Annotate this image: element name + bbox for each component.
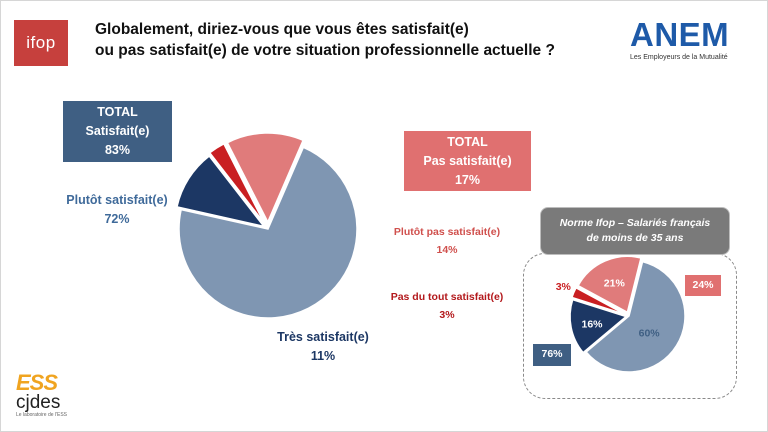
- norm-total-unsatisfied: 24%: [685, 275, 721, 296]
- label-pas-du-tout-value: 3%: [439, 309, 455, 321]
- ess-logo-text: ESS: [16, 370, 58, 395]
- anem-logo-text: ANEM: [630, 16, 730, 53]
- norm-header: Norme Ifop – Salariés français de moins …: [540, 207, 730, 255]
- total-unsatisfied-title: TOTAL: [447, 135, 488, 149]
- label-plutot-pas-text: Plutôt pas satisfait(e): [393, 226, 501, 238]
- norm-total-satisfied: 76%: [533, 344, 571, 366]
- norm-pie: 60% 16% 3% 21%: [556, 255, 686, 373]
- total-satisfied-label: Satisfait(e): [85, 124, 150, 138]
- slice-plutot-satisfait: [585, 260, 686, 373]
- total-satisfied-value: 83%: [104, 143, 131, 157]
- ifop-logo: ifop: [14, 20, 68, 66]
- main-pie: [176, 132, 358, 319]
- total-unsatisfied-box: TOTAL Pas satisfait(e) 17%: [404, 131, 531, 191]
- cjdes-tagline: Le laboratoire de l'ESS: [16, 412, 67, 418]
- total-unsatisfied-value: 17%: [454, 173, 481, 187]
- total-satisfied-box: TOTAL Satisfait(e) 83%: [63, 101, 172, 162]
- slice-plutot-pas: [226, 132, 305, 224]
- slice-tres-satisfait: [176, 154, 266, 228]
- norm-title-line-2: de moins de 35 ans: [586, 232, 684, 244]
- label-pas-du-tout: Pas du tout satisfait(e) 3%: [372, 288, 522, 324]
- title-line-1: Globalement, diriez-vous que vous êtes s…: [95, 21, 469, 38]
- slice-plutot-pas-value-label: 21%: [604, 278, 626, 290]
- label-tres-satisfait-text: Très satisfait(e): [277, 330, 369, 344]
- slice-plutot-pas: [577, 255, 642, 314]
- slice-pas-du-tout: [208, 142, 265, 224]
- anem-logo-subtitle: Les Employeurs de la Mutualité: [630, 54, 728, 61]
- label-plutot-satisfait-text: Plutôt satisfait(e): [66, 193, 168, 207]
- norm-title-line-1: Norme Ifop – Salariés français: [559, 217, 711, 229]
- slice-tres-satisfait: [569, 298, 628, 354]
- label-plutot-satisfait-value: 72%: [104, 212, 130, 226]
- anem-logo: ANEM Les Employeurs de la Mutualité: [630, 18, 748, 70]
- label-tres-satisfait-value: 11%: [310, 349, 336, 363]
- title-line-2: ou pas satisfait(e) de votre situation p…: [95, 42, 555, 59]
- label-plutot-pas: Plutôt pas satisfait(e) 14%: [372, 223, 522, 259]
- total-unsatisfied-label: Pas satisfait(e): [423, 154, 512, 168]
- slice-plutot-satisfait: [178, 146, 358, 319]
- slice-pas-du-tout: [570, 286, 626, 316]
- label-tres-satisfait: Très satisfait(e) 11%: [258, 328, 388, 366]
- slice-tres-satisfait-value-label: 16%: [581, 318, 603, 330]
- label-plutot-pas-value: 14%: [436, 244, 458, 256]
- cjdes-logo-text: cjdes: [16, 392, 61, 413]
- label-pas-du-tout-text: Pas du tout satisfait(e): [390, 291, 504, 303]
- question-title: Globalement, diriez-vous que vous êtes s…: [95, 19, 615, 61]
- slice-plutot-satisfait-value-label: 60%: [639, 327, 661, 339]
- ess-cjdes-logo: ESS cjdes Le laboratoire de l'ESS: [16, 372, 86, 424]
- total-satisfied-title: TOTAL: [97, 105, 138, 119]
- label-plutot-satisfait: Plutôt satisfait(e) 72%: [52, 191, 182, 229]
- slice-pas-du-tout-value-label: 3%: [556, 281, 572, 293]
